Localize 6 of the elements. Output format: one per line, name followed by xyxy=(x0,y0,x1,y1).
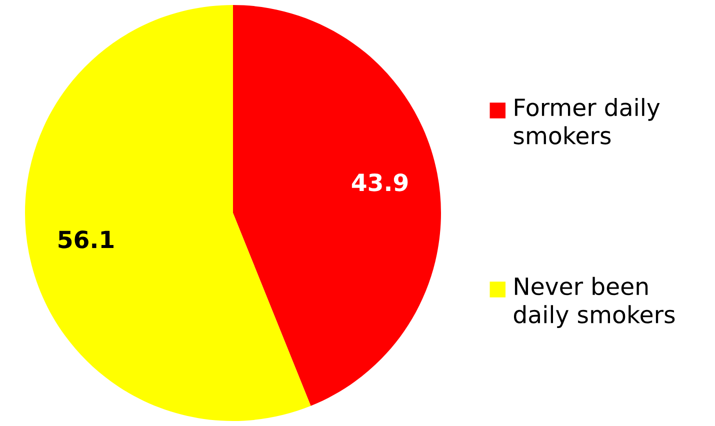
data-label: 43.9 xyxy=(352,173,408,192)
legend-label: Former daily smokers xyxy=(514,98,660,144)
pie-slice xyxy=(25,5,311,421)
pie-slice xyxy=(233,5,441,406)
legend-label: Never been daily smokers xyxy=(514,276,675,328)
data-label: 56.1 xyxy=(58,230,114,248)
